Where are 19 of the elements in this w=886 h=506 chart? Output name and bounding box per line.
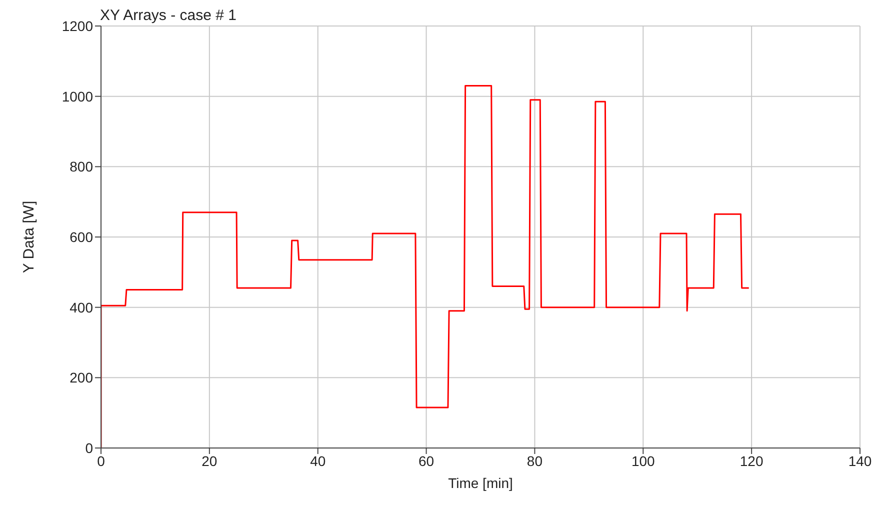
y-tick-label: 600 [70,228,94,245]
y-tick-label: 200 [70,370,94,386]
line-series [101,85,750,448]
x-tick-label: 80 [526,452,543,469]
x-tick-label: 120 [740,452,764,469]
y-tick-label: 0 [85,440,94,456]
y-tick-label: 1200 [62,18,94,34]
x-tick-label: 20 [202,452,218,469]
x-tick-label: 40 [310,452,326,469]
x-tick-label: 140 [848,452,872,469]
y-tick-label: 1000 [62,88,94,104]
x-tick-label: 0 [97,452,106,469]
y-axis-title: Y Data [W] [20,200,38,274]
chart-title: XY Arrays - case # 1 [100,7,236,24]
y-tick-label: 400 [70,299,94,316]
x-tick-label: 100 [631,452,656,469]
x-axis-title: Time [min] [448,475,513,491]
x-tick-label: 60 [418,452,434,469]
y-tick-label: 800 [70,158,94,175]
